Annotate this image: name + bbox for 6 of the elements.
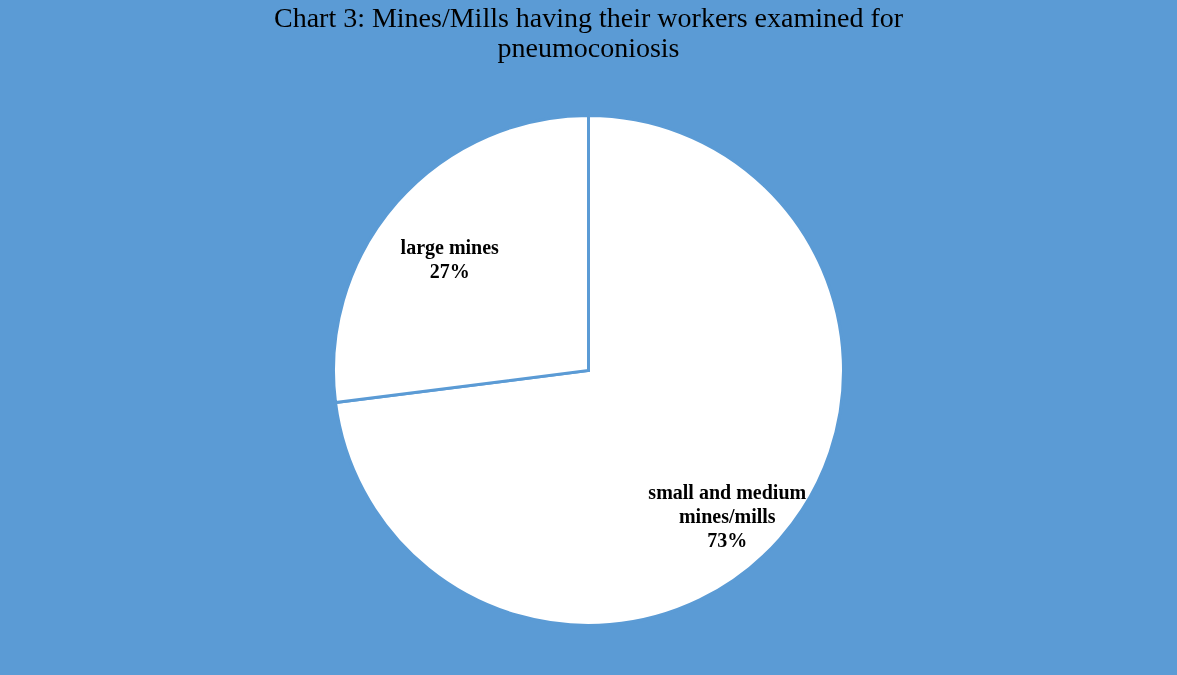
slice-label: large mines xyxy=(400,236,500,260)
slice-label: small and medium mines/mills xyxy=(648,480,807,527)
data-label: 27% xyxy=(429,260,470,283)
chart-title: Chart 3: Mines/Mills having their workers examined for pneumoconiosis xyxy=(273,2,904,63)
pie-slice xyxy=(334,114,845,627)
data-label: 73% xyxy=(707,528,748,551)
